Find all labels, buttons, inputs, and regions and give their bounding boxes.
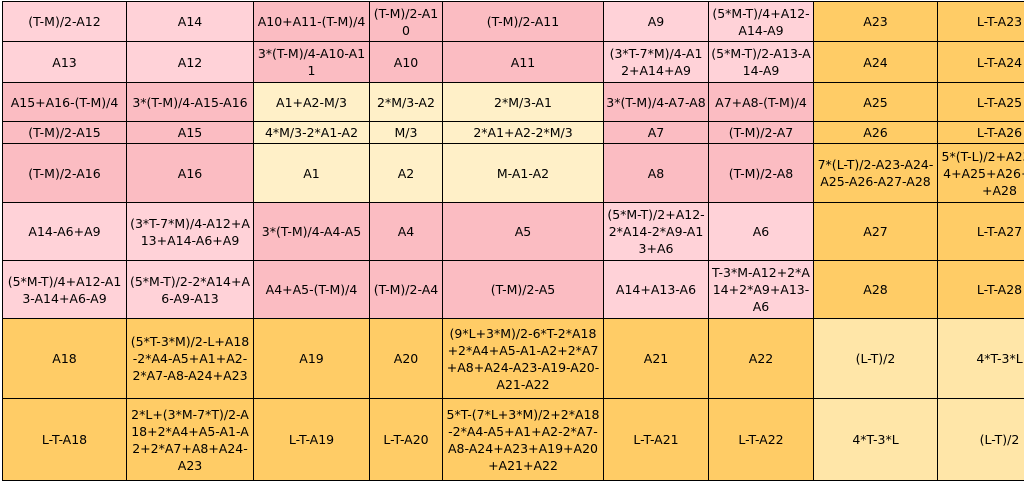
grid-cell: A23 — [814, 2, 938, 42]
grid-cell: (T-M)/2-A12 — [3, 2, 127, 42]
grid-cell: 3*(T-M)/4-A7-A8 — [604, 83, 709, 122]
grid-cell: (T-M)/2-A4 — [370, 261, 443, 319]
grid-cell: A21 — [604, 319, 709, 399]
grid-cell: L-T-A28 — [938, 261, 1024, 319]
grid-cell: A14-A6+A9 — [3, 203, 127, 261]
grid-cell: A26 — [814, 122, 938, 144]
grid-cell: (5*M-T)/4+A12-A14-A9 — [709, 2, 814, 42]
grid-cell: 3*(T-M)/4-A10-A11 — [254, 42, 370, 83]
grid-cell: (T-M)/2-A10 — [370, 2, 443, 42]
grid-cell: L-T-A18 — [3, 399, 127, 481]
grid-cell: L-T-A20 — [370, 399, 443, 481]
grid-cell: A7 — [604, 122, 709, 144]
grid-cell: (T-M)/2-A11 — [443, 2, 604, 42]
grid-cell: A15+A16-(T-M)/4 — [3, 83, 127, 122]
grid-cell: 2*A1+A2-2*M/3 — [443, 122, 604, 144]
grid-cell: L-T-A24 — [938, 42, 1024, 83]
grid-cell: 4*T-3*L — [814, 399, 938, 481]
grid-cell: A28 — [814, 261, 938, 319]
grid-cell: A5 — [443, 203, 604, 261]
grid-cell: L-T-A26 — [938, 122, 1024, 144]
grid-cell: A6 — [709, 203, 814, 261]
grid-cell: 4*T-3*L — [938, 319, 1024, 399]
grid-cell: 5*T-(7*L+3*M)/2+2*A18-2*A4-A5+A1+A2-2*A7… — [443, 399, 604, 481]
grid-cell: L-T-A27 — [938, 203, 1024, 261]
grid-cell: M-A1-A2 — [443, 144, 604, 203]
grid-cell: 7*(L-T)/2-A23-A24-A25-A26-A27-A28 — [814, 144, 938, 203]
grid-cell: (L-T)/2 — [938, 399, 1024, 481]
grid-cell: A14+A13-A6 — [604, 261, 709, 319]
grid-cell: (5*M-T)/4+A12-A13-A14+A6-A9 — [3, 261, 127, 319]
grid-cell: A4 — [370, 203, 443, 261]
grid-cell: (T-M)/2-A8 — [709, 144, 814, 203]
grid-cell: A1+A2-M/3 — [254, 83, 370, 122]
grid-cell: A24 — [814, 42, 938, 83]
grid-cell: (T-M)/2-A5 — [443, 261, 604, 319]
grid-cell: A20 — [370, 319, 443, 399]
grid-cell: A11 — [443, 42, 604, 83]
grid-cell: A19 — [254, 319, 370, 399]
grid-cell: L-T-A21 — [604, 399, 709, 481]
grid-cell: (5*T-3*M)/2-L+A18-2*A4-A5+A1+A2-2*A7-A8-… — [127, 319, 254, 399]
grid-cell: (3*T-7*M)/4-A12+A14+A9 — [604, 42, 709, 83]
grid-cell: A4+A5-(T-M)/4 — [254, 261, 370, 319]
grid-cell: (T-M)/2-A15 — [3, 122, 127, 144]
grid-cell: L-T-A23 — [938, 2, 1024, 42]
grid-cell: A13 — [3, 42, 127, 83]
grid-cell: A10 — [370, 42, 443, 83]
grid-cell: A27 — [814, 203, 938, 261]
grid-cell: L-T-A19 — [254, 399, 370, 481]
grid-cell: A12 — [127, 42, 254, 83]
grid-cell: 5*(T-L)/2+A23+A24+A25+A26+A27+A28 — [938, 144, 1024, 203]
grid-cell: 2*M/3-A1 — [443, 83, 604, 122]
grid-cell: A2 — [370, 144, 443, 203]
grid-cell: A7+A8-(T-M)/4 — [709, 83, 814, 122]
grid-cell: 3*(T-M)/4-A15-A16 — [127, 83, 254, 122]
grid-cell: T-3*M-A12+2*A14+2*A9+A13-A6 — [709, 261, 814, 319]
grid-cell: 2*L+(3*M-7*T)/2-A18+2*A4+A5-A1-A2+2*A7+A… — [127, 399, 254, 481]
grid-cell: A1 — [254, 144, 370, 203]
grid-cell: A18 — [3, 319, 127, 399]
grid-cell: A25 — [814, 83, 938, 122]
grid-cell: M/3 — [370, 122, 443, 144]
grid-cell: A9 — [604, 2, 709, 42]
grid-cell: 2*M/3-A2 — [370, 83, 443, 122]
grid-cell: (L-T)/2 — [814, 319, 938, 399]
grid-cell: A15 — [127, 122, 254, 144]
grid-cell: (5*M-T)/2-A13-A14-A9 — [709, 42, 814, 83]
grid-cell: (T-M)/2-A16 — [3, 144, 127, 203]
grid-cell: L-T-A22 — [709, 399, 814, 481]
grid-cell: 4*M/3-2*A1-A2 — [254, 122, 370, 144]
grid-cell: (T-M)/2-A7 — [709, 122, 814, 144]
grid-cell: A16 — [127, 144, 254, 203]
grid-cell: A8 — [604, 144, 709, 203]
grid-cell: (3*T-7*M)/4-A12+A13+A14-A6+A9 — [127, 203, 254, 261]
grid-cell: A22 — [709, 319, 814, 399]
grid-cell: 3*(T-M)/4-A4-A5 — [254, 203, 370, 261]
grid-cell: (5*M-T)/2+A12-2*A14-2*A9-A13+A6 — [604, 203, 709, 261]
grid-cell: L-T-A25 — [938, 83, 1024, 122]
grid-cell: (5*M-T)/2-2*A14+A6-A9-A13 — [127, 261, 254, 319]
grid-cell: A10+A11-(T-M)/4 — [254, 2, 370, 42]
grid-cell: (9*L+3*M)/2-6*T-2*A18+2*A4+A5-A1-A2+2*A7… — [443, 319, 604, 399]
grid-cell: A14 — [127, 2, 254, 42]
